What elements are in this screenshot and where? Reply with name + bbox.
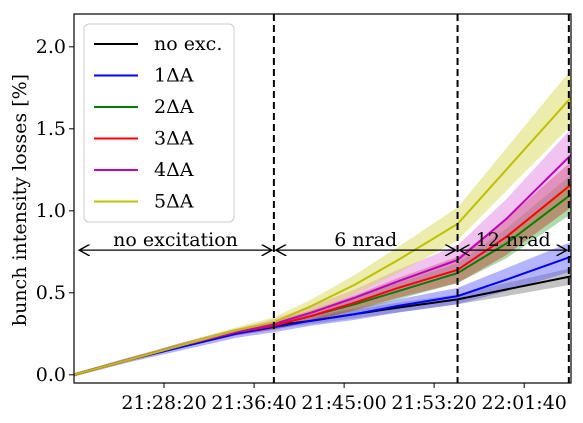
legend-label-2: 2ΔA <box>154 96 194 118</box>
x-tick-label-2: 21:45:00 <box>301 392 386 414</box>
band-series-5 <box>74 69 571 377</box>
legend-label-1: 1ΔA <box>154 65 194 87</box>
line-series-5 <box>74 96 571 376</box>
legend-label-0: no exc. <box>154 33 222 55</box>
y-axis: 0.0 0.5 1.0 1.5 2.0 <box>36 36 74 386</box>
line-series-0 <box>74 275 571 376</box>
series-lines <box>74 96 571 376</box>
legend-box <box>83 23 235 223</box>
x-tick-label-3: 21:53:20 <box>391 392 476 414</box>
legend-label-5: 5ΔA <box>154 191 194 213</box>
band-series-3 <box>74 161 571 377</box>
phase-annotations: no excitation 6 nrad 12 nrad <box>79 229 567 251</box>
y-tick-label-0: 0.0 <box>36 364 66 386</box>
phase-label-0: no excitation <box>113 229 238 251</box>
phase-boundaries <box>272 14 570 383</box>
line-series-1 <box>74 255 571 376</box>
band-series-2 <box>74 174 571 377</box>
x-tick-label-0: 21:28:20 <box>121 392 206 414</box>
phase-label-1: 6 nrad <box>334 229 397 251</box>
legend: no exc. 1ΔA 2ΔA 3ΔA 4ΔA 5ΔA <box>83 23 235 223</box>
y-tick-label-4: 2.0 <box>36 36 66 58</box>
legend-label-3: 3ΔA <box>154 128 194 150</box>
y-tick-label-2: 1.0 <box>36 200 66 222</box>
x-tick-label-1: 21:36:40 <box>211 392 296 414</box>
y-tick-label-3: 1.5 <box>36 118 66 140</box>
x-axis: 21:28:20 21:36:40 21:45:00 21:53:20 22:01:40 <box>121 383 567 414</box>
plot-frame <box>73 13 572 384</box>
y-tick-label-1: 0.5 <box>36 282 66 304</box>
band-series-0 <box>74 268 571 377</box>
x-tick-label-4: 22:01:40 <box>482 392 567 414</box>
phase-label-2: 12 nrad <box>476 229 551 251</box>
y-axis-label: bunch intensity losses [%] <box>9 74 31 326</box>
legend-label-4: 4ΔA <box>154 159 194 181</box>
